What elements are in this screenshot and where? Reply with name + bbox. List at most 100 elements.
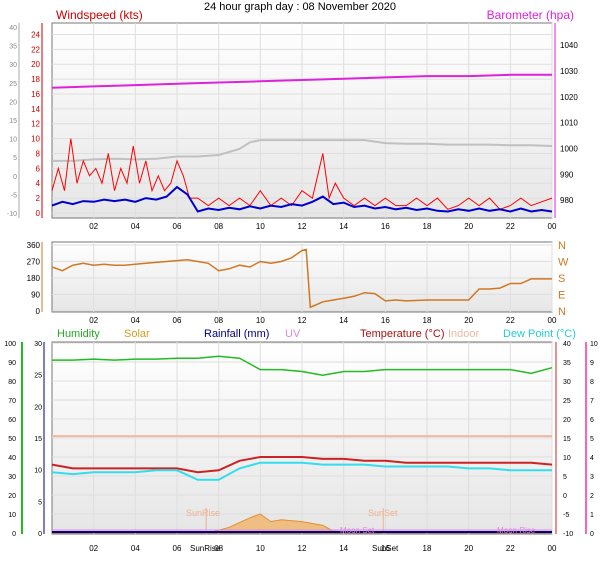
wind-y-tick: 8 [36, 149, 41, 158]
temp-y-tick: 30 [563, 379, 571, 386]
data-marks [51, 73, 553, 534]
temp-x-tick: 10 [256, 544, 265, 553]
wind-y-tick: 24 [31, 30, 40, 39]
wind-y2-tick: 30 [9, 62, 17, 69]
temp-y-tick: 20 [563, 417, 571, 424]
temp-y-tick: 15 [563, 436, 571, 443]
humidity-y-tick: 90 [8, 360, 16, 367]
temp-y-tick: 0 [563, 493, 567, 500]
direction-x-tick: 04 [131, 316, 140, 325]
wind-y-tick: 12 [31, 120, 40, 129]
temp-x-tick: 14 [339, 544, 348, 553]
sunset-axis-label: SunSet [372, 544, 399, 553]
moonset-label: Moon Set [340, 526, 375, 535]
series-direction [51, 248, 552, 309]
wind-y2-tick: 15 [9, 118, 17, 125]
legend-humidity: Humidity [57, 328, 100, 340]
series-baro [51, 73, 552, 89]
uv-y-tick: 8 [590, 379, 594, 386]
wind-x-tick: 12 [298, 222, 307, 231]
rain-y-tick: 20 [34, 404, 42, 411]
legend-temperature: Temperature (°C) [360, 328, 444, 340]
direction-x-tick: 18 [423, 316, 432, 325]
temp-y-tick: 5 [563, 474, 567, 481]
uv-y-tick: 0 [590, 531, 594, 538]
wind-x-tick: 04 [131, 222, 140, 231]
direction-x-tick: 08 [214, 316, 223, 325]
temp-x-tick: 20 [464, 544, 473, 553]
direction-compass-tick: E [558, 290, 565, 302]
direction-x-tick: 00 [548, 316, 557, 325]
direction-x-tick: 14 [339, 316, 348, 325]
legend-solar: Solar [124, 328, 150, 340]
rain-y-tick: 10 [34, 468, 42, 475]
direction-y-tick: 90 [31, 291, 40, 300]
baro-y-tick: 1040 [560, 41, 578, 50]
sunrise-label: SunRise [186, 508, 220, 518]
direction-x-tick: 06 [173, 316, 182, 325]
humidity-y-tick: 80 [8, 379, 16, 386]
legend-dewpoint: Dew Point (°C) [503, 328, 576, 340]
direction-x-tick: 16 [381, 316, 390, 325]
legend-rainfall: Rainfall (mm) [204, 328, 269, 340]
wind-y2-tick: 10 [9, 137, 17, 144]
humidity-y-tick: 70 [8, 398, 16, 405]
wind-y-tick: 14 [31, 105, 40, 114]
baro-y-tick: 990 [560, 170, 574, 179]
graph-title: 24 hour graph day : 08 November 2020 [204, 1, 396, 13]
wind-y-tick: 16 [31, 90, 40, 99]
uv-y-tick: 1 [590, 512, 594, 519]
direction-compass-tick: W [558, 257, 569, 269]
baro-y-tick: 1010 [560, 119, 578, 128]
wind-x-tick: 14 [339, 222, 348, 231]
direction-y-tick: 0 [36, 307, 41, 316]
wind-y2-tick: 25 [9, 81, 17, 88]
direction-x-tick: 02 [89, 316, 98, 325]
wind-x-tick: 10 [256, 222, 265, 231]
wind-y-tick: 6 [36, 164, 41, 173]
temp-x-tick: 02 [89, 544, 98, 553]
temp-y-tick: 40 [563, 341, 571, 348]
direction-compass-tick: N [558, 306, 566, 318]
wind-y2-tick: 5 [13, 155, 17, 162]
humidity-y-tick: 0 [12, 531, 16, 538]
direction-x-tick: 22 [506, 316, 515, 325]
uv-y-tick: 5 [590, 436, 594, 443]
direction-y-tick: 360 [27, 241, 41, 250]
temp-x-tick: 22 [506, 544, 515, 553]
wind-x-tick: 20 [464, 222, 473, 231]
wind-y-tick: 2 [36, 194, 41, 203]
axis-labels: 02 04 06 08 10 12 14 16 18 20 22 000246810121416182… [4, 23, 598, 553]
temp-x-tick: 00 [548, 544, 557, 553]
baro-y-tick: 1000 [560, 144, 578, 153]
series-baro_grey [52, 139, 553, 162]
uv-y-tick: 10 [590, 341, 598, 348]
legend-uv: UV [285, 328, 301, 340]
wind-y-tick: 22 [31, 45, 40, 54]
rain-y-tick: 25 [34, 373, 42, 380]
wind-y-tick: 20 [31, 60, 40, 69]
uv-y-tick: 9 [590, 360, 594, 367]
direction-compass-tick: N [558, 240, 566, 252]
temp-x-tick: 18 [423, 544, 432, 553]
humidity-y-tick: 60 [8, 417, 16, 424]
baro-axis-title: Barometer (hpa) [487, 8, 574, 22]
series-dewpoint [51, 461, 552, 481]
legend-indoor: Indoor [448, 328, 480, 340]
series-temperature [51, 456, 553, 474]
temp-y-tick: 35 [563, 360, 571, 367]
temp-y-tick: -5 [563, 512, 569, 519]
direction-compass-tick: S [558, 273, 565, 285]
wind-x-tick: 06 [173, 222, 182, 231]
temp-x-tick: 06 [173, 544, 182, 553]
grid-lines [52, 23, 553, 534]
uv-y-tick: 3 [590, 474, 594, 481]
humidity-y-tick: 10 [8, 512, 16, 519]
humidity-y-tick: 100 [4, 341, 16, 348]
wind-x-tick: 16 [381, 222, 390, 231]
wind-x-tick: 08 [214, 222, 223, 231]
wind-y2-tick: -10 [7, 211, 17, 218]
wind-x-tick: 18 [423, 222, 432, 231]
wind-y-tick: 4 [36, 179, 41, 188]
